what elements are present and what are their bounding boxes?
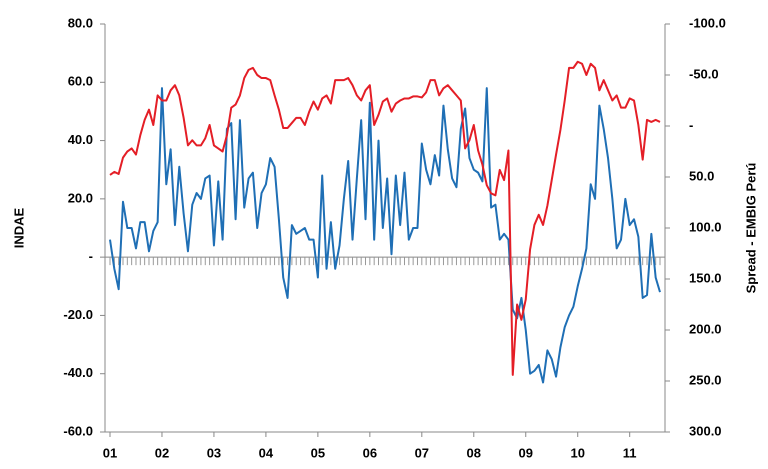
y-tick-label: -20.0 <box>63 307 93 322</box>
y-tick-label: - <box>89 249 93 264</box>
x-tick-label: 03 <box>207 445 221 460</box>
y-tick-label: -40.0 <box>63 365 93 380</box>
y2-tick-label: 150.0 <box>689 270 722 285</box>
y2-tick-label: 100.0 <box>689 219 722 234</box>
x-tick-label: 09 <box>519 445 533 460</box>
y-tick-label: 60.0 <box>68 74 93 89</box>
y2-tick-label: - <box>689 117 693 132</box>
y-axis-label: INDAE <box>11 207 26 248</box>
y-tick-label: 80.0 <box>68 15 93 30</box>
y2-tick-label: 50.0 <box>689 168 714 183</box>
series-line <box>109 60 661 376</box>
x-tick-label: 02 <box>155 445 169 460</box>
y-tick-label: -60.0 <box>63 423 93 438</box>
x-tick-label: 07 <box>415 445 429 460</box>
x-tick-label: 01 <box>103 445 117 460</box>
series-line <box>109 87 661 384</box>
y-tick-label: 40.0 <box>68 132 93 147</box>
x-tick-label: 04 <box>259 445 274 460</box>
y2-tick-label: 200.0 <box>689 321 722 336</box>
x-tick-label: 11 <box>623 445 637 460</box>
x-tick-label: 10 <box>570 445 584 460</box>
x-tick-label: 06 <box>363 445 377 460</box>
y2-axis-label: Spread - EMBIG Perú <box>743 163 758 294</box>
x-tick-label: 05 <box>311 445 325 460</box>
y2-tick-label: -100.0 <box>689 15 726 30</box>
y-tick-label: 20.0 <box>68 190 93 205</box>
y2-tick-label: 300.0 <box>689 423 722 438</box>
x-tick-label: 08 <box>467 445 481 460</box>
y2-tick-label: -50.0 <box>689 66 719 81</box>
y2-tick-label: 250.0 <box>689 372 722 387</box>
